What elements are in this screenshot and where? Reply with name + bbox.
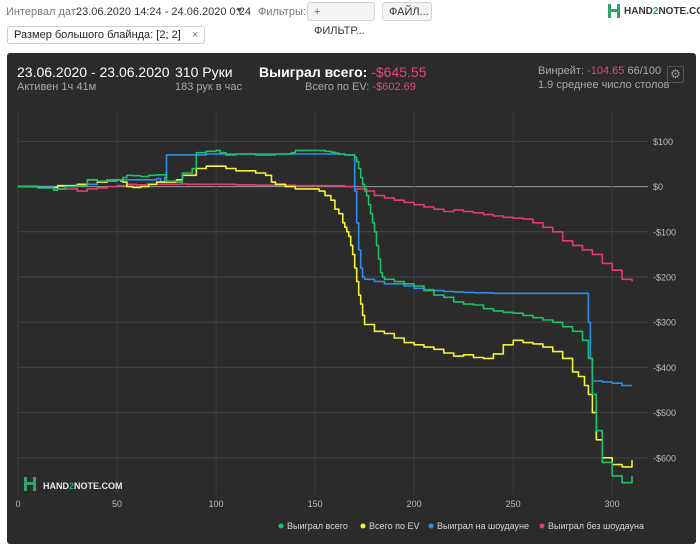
ev-label: Всего по EV:: [305, 81, 370, 93]
filter-button[interactable]: + ФИЛЬТР...: [307, 2, 375, 37]
filter-button-label: ФИЛЬТР...: [314, 25, 365, 37]
series-line-0: [18, 149, 633, 484]
watermark-logo-icon: [24, 477, 36, 491]
tick-labels: $100 $0 -$100 -$200 -$300 -$400 -$500 -$600 0 50 1…: [15, 137, 676, 509]
brand-name: HAND2NOTE.COM: [624, 6, 700, 17]
filter-chip: Размер большого блайнда: [2; 2] ×: [7, 26, 206, 44]
y-tick-label: $100: [653, 137, 673, 147]
series-line-3: [18, 183, 633, 282]
logo-icon: [608, 4, 620, 18]
legend-marker: [278, 523, 284, 529]
watermark: HAND2NOTE.COM: [24, 477, 123, 491]
filters-label: Фильтры:: [258, 6, 306, 18]
winrate-value: -104.65: [587, 65, 625, 77]
legend-label[interactable]: Выиграл на шоудауне: [437, 521, 529, 531]
y-tick-label: -$600: [653, 453, 676, 463]
series-line-2: [18, 153, 632, 387]
x-tick-label: 300: [605, 499, 620, 509]
winrate-label: Винрейт:: [538, 65, 585, 77]
chevron-down-icon[interactable]: ▼: [235, 5, 244, 15]
date-range: 23.06.2020 - 23.06.2020: [17, 64, 170, 80]
hands-per-hour: 183 рук в час: [175, 81, 243, 93]
grid: [17, 112, 648, 494]
y-tick-label: $0: [653, 182, 663, 192]
won-value: -$645.55: [371, 64, 427, 80]
y-tick-label: -$400: [653, 363, 676, 373]
watermark-text: HAND2NOTE.COM: [43, 481, 123, 491]
won-total: Выиграл всего: -$645.55: [259, 64, 427, 80]
x-tick-label: 0: [15, 499, 20, 509]
legend-marker: [360, 523, 366, 529]
series-line-1: [18, 165, 633, 468]
file-button[interactable]: ФАЙЛ...: [382, 2, 432, 21]
winrate-suffix: 66/100: [627, 65, 662, 77]
y-tick-label: -$300: [653, 318, 676, 328]
x-tick-label: 250: [506, 499, 521, 509]
y-tick-label: -$200: [653, 273, 676, 283]
legend-marker: [539, 523, 545, 529]
brand-logo: [607, 3, 621, 24]
series-lines: [18, 149, 633, 484]
hands-count: 310 Руки: [175, 64, 233, 80]
active-time: Активен 1ч 41м: [17, 81, 97, 93]
x-tick-label: 50: [112, 499, 122, 509]
ev-total: Всего по EV: -$602.69: [305, 81, 416, 93]
graph-panel: 23.06.2020 - 23.06.2020 Активен 1ч 41м 3…: [7, 53, 696, 544]
avg-tables: 1.9 среднее число столов: [538, 79, 670, 91]
legend-label[interactable]: Выиграл без шоудауна: [548, 521, 644, 531]
file-button-label: ФАЙЛ...: [389, 6, 429, 18]
plus-icon: +: [314, 6, 321, 18]
settings-gear-icon[interactable]: ⚙: [667, 66, 684, 83]
x-tick-label: 150: [308, 499, 323, 509]
ev-value: -$602.69: [372, 81, 416, 93]
legend-label[interactable]: Выиграл всего: [287, 521, 348, 531]
close-icon[interactable]: ×: [191, 29, 199, 41]
interval-value[interactable]: 23.06.2020 14:24 - 24.06.2020 0:24: [76, 6, 251, 18]
y-tick-label: -$500: [653, 408, 676, 418]
toolbar: Интервал дат: 23.06.2020 14:24 - 24.06.2…: [0, 0, 700, 37]
legend-label[interactable]: Всего по EV: [369, 521, 419, 531]
won-label: Выиграл всего:: [259, 64, 368, 80]
legend: Выиграл всего Всего по EV Выиграл на шоуда…: [278, 521, 644, 531]
legend-marker: [428, 523, 434, 529]
x-tick-label: 200: [407, 499, 422, 509]
interval-label: Интервал дат:: [6, 6, 79, 18]
winrate: Винрейт: -104.65 66/100: [538, 65, 661, 77]
x-tick-label: 100: [209, 499, 224, 509]
filter-chip-label: Размер большого блайнда: [2; 2]: [14, 29, 181, 41]
y-tick-label: -$100: [653, 227, 676, 237]
